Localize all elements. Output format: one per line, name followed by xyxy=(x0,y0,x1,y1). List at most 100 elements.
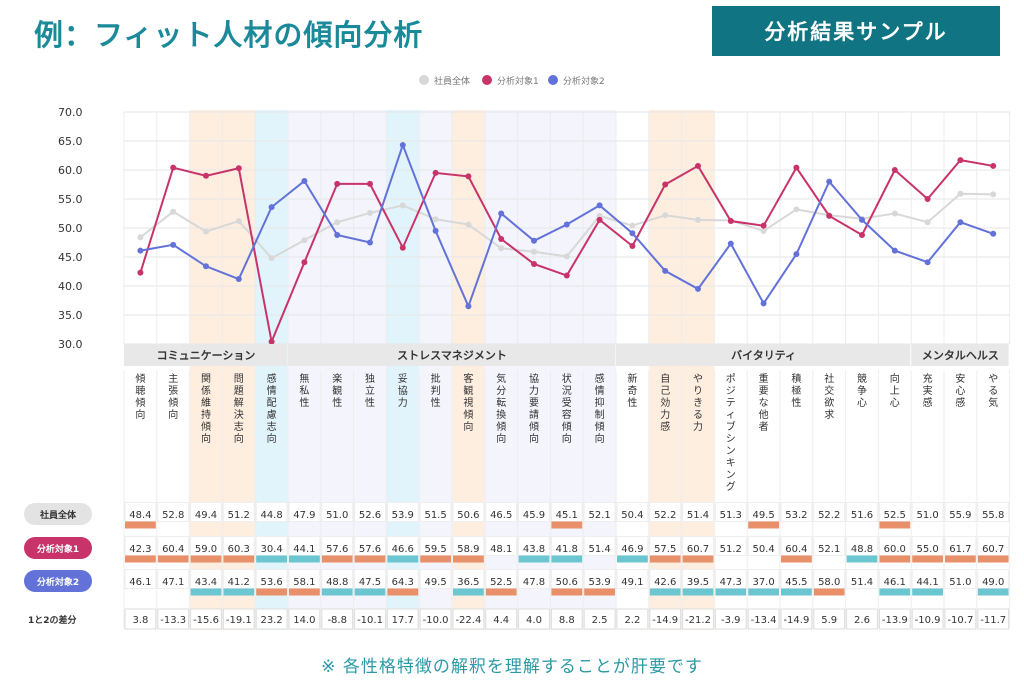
value-cell-text: 43.4 xyxy=(195,577,217,588)
value-cell xyxy=(485,536,518,556)
data-point xyxy=(235,218,242,225)
diff-cell xyxy=(780,608,813,630)
value-cell xyxy=(846,502,878,522)
diff-cell xyxy=(714,608,747,630)
category-label-char: り xyxy=(693,385,703,397)
data-point xyxy=(727,218,734,225)
diff-row-label: 1と2の差分 xyxy=(28,614,77,626)
diff-cell-text: -13.9 xyxy=(882,615,908,626)
category-label-char: 求 xyxy=(824,409,834,421)
diff-cell-text: -21.2 xyxy=(685,615,711,626)
data-point xyxy=(432,227,439,234)
data-point xyxy=(465,173,472,180)
value-marker xyxy=(977,555,1009,563)
value-marker xyxy=(125,555,156,563)
category-label-char: 転 xyxy=(496,397,506,409)
category-label-char: 力 xyxy=(660,408,670,421)
value-cell xyxy=(714,536,747,556)
value-cell-text: 48.4 xyxy=(129,510,151,521)
value-cell-text: 47.9 xyxy=(293,510,315,521)
value-cell-text: 46.5 xyxy=(490,510,512,521)
diff-cell xyxy=(616,608,649,630)
value-marker xyxy=(781,555,812,563)
category-label-char: る xyxy=(988,385,998,397)
data-point xyxy=(629,230,636,237)
category-label: 充実感 xyxy=(923,372,933,409)
y-tick-label: 50.0 xyxy=(58,222,83,235)
category-label-char: 配 xyxy=(267,397,277,409)
value-marker xyxy=(715,588,747,596)
value-marker xyxy=(518,555,550,563)
data-point xyxy=(137,247,144,254)
diff-cell-text: 23.2 xyxy=(260,615,282,626)
diff-cell xyxy=(485,608,518,630)
category-label-char: 観 xyxy=(463,384,473,397)
category-label-char: 充 xyxy=(923,372,933,385)
data-point xyxy=(563,221,570,228)
value-marker xyxy=(190,588,222,596)
data-point xyxy=(268,255,275,262)
category-label: 妥協力 xyxy=(398,373,408,409)
category-label-char: キ xyxy=(726,458,736,469)
group-header-label: ストレスマネジメント xyxy=(397,349,507,362)
value-marker xyxy=(354,555,386,563)
sample-result-badge: 分析結果サンプル xyxy=(712,6,1000,56)
value-marker xyxy=(748,521,779,529)
value-marker xyxy=(223,588,255,596)
data-point xyxy=(399,202,406,209)
category-label: 独立性 xyxy=(365,372,375,409)
value-cell-text: 48.8 xyxy=(851,544,873,555)
category-label: 積極性 xyxy=(791,372,801,409)
value-marker xyxy=(125,521,156,529)
value-cell-text: 44.1 xyxy=(916,577,938,588)
diff-cell xyxy=(190,608,222,630)
category-label-char: 極 xyxy=(791,384,801,397)
value-marker xyxy=(813,588,845,596)
data-point xyxy=(760,227,767,234)
value-cell-text: 46.1 xyxy=(884,577,906,588)
data-point xyxy=(629,242,636,249)
category-label-char: 気 xyxy=(496,372,506,385)
diff-cell xyxy=(911,608,944,630)
y-tick-label: 55.0 xyxy=(58,193,83,206)
value-cell-text: 50.4 xyxy=(752,544,774,555)
diff-cell xyxy=(518,608,550,630)
value-marker xyxy=(748,588,779,596)
data-point xyxy=(367,239,373,246)
diff-cell-text: -8.8 xyxy=(327,615,347,626)
category-label-char: 題 xyxy=(234,385,244,397)
category-label-char: や xyxy=(988,373,998,385)
diff-cell-text: -22.4 xyxy=(455,615,481,626)
category-label-char: 主 xyxy=(168,373,178,385)
diff-cell xyxy=(846,608,878,630)
diff-cell-text: -15.6 xyxy=(193,615,219,626)
legend-swatch xyxy=(548,75,558,85)
diff-cell xyxy=(157,608,190,630)
value-cell xyxy=(354,502,386,522)
category-label-char: 傾 xyxy=(463,408,473,421)
value-marker xyxy=(453,588,484,596)
category-label-char: 感 xyxy=(660,420,670,433)
category-label: 新奇性 xyxy=(627,372,637,409)
diff-cell xyxy=(124,608,157,630)
diff-cell xyxy=(878,608,911,630)
category-label-char: 無 xyxy=(299,372,309,385)
data-point xyxy=(695,285,701,292)
data-point xyxy=(268,204,275,211)
data-point xyxy=(334,231,341,238)
value-cell-text: 52.8 xyxy=(162,510,184,521)
data-point xyxy=(137,269,144,276)
data-point xyxy=(826,178,833,185)
value-cell-text: 64.3 xyxy=(392,577,414,588)
value-cell-text: 51.3 xyxy=(720,510,742,521)
value-cell-text: 51.0 xyxy=(949,577,971,588)
value-cell xyxy=(485,502,518,522)
data-point xyxy=(990,191,997,198)
diff-cell-text: -10.7 xyxy=(947,615,973,626)
